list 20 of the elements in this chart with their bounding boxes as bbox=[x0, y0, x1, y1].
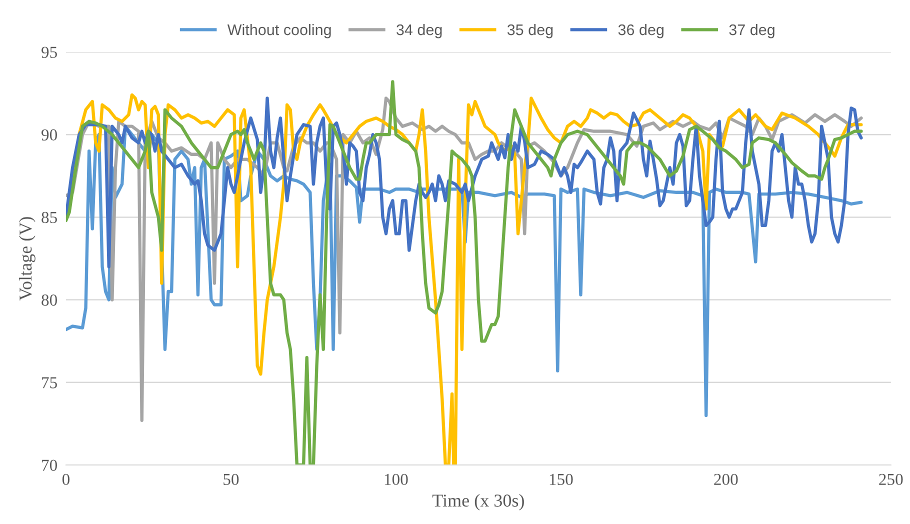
x-tick-label: 50 bbox=[224, 474, 239, 486]
y-tick-label: 90 bbox=[42, 129, 58, 141]
x-tick-label: 100 bbox=[384, 474, 408, 486]
y-tick-label: 95 bbox=[42, 46, 57, 58]
x-axis-title: Time (x 30s) bbox=[432, 494, 524, 510]
x-tick-label: 200 bbox=[714, 474, 738, 486]
legend-label: Without cooling bbox=[227, 24, 331, 38]
y-tick-label: 80 bbox=[42, 294, 58, 306]
x-tick-label: 250 bbox=[879, 474, 903, 486]
y-tick-label: 85 bbox=[42, 212, 57, 224]
y-tick-label: 70 bbox=[42, 460, 58, 471]
legend-label: 35 deg bbox=[507, 24, 553, 38]
x-tick-label: 0 bbox=[62, 474, 70, 486]
legend-label: 36 deg bbox=[618, 24, 664, 38]
legend-label: 37 deg bbox=[729, 24, 774, 38]
y-axis-title: Voltage (V) bbox=[18, 217, 36, 300]
y-tick-label: 75 bbox=[42, 377, 57, 388]
x-tick-label: 150 bbox=[550, 474, 573, 486]
line-series bbox=[66, 96, 863, 268]
legend-label: 34 deg bbox=[396, 24, 442, 38]
